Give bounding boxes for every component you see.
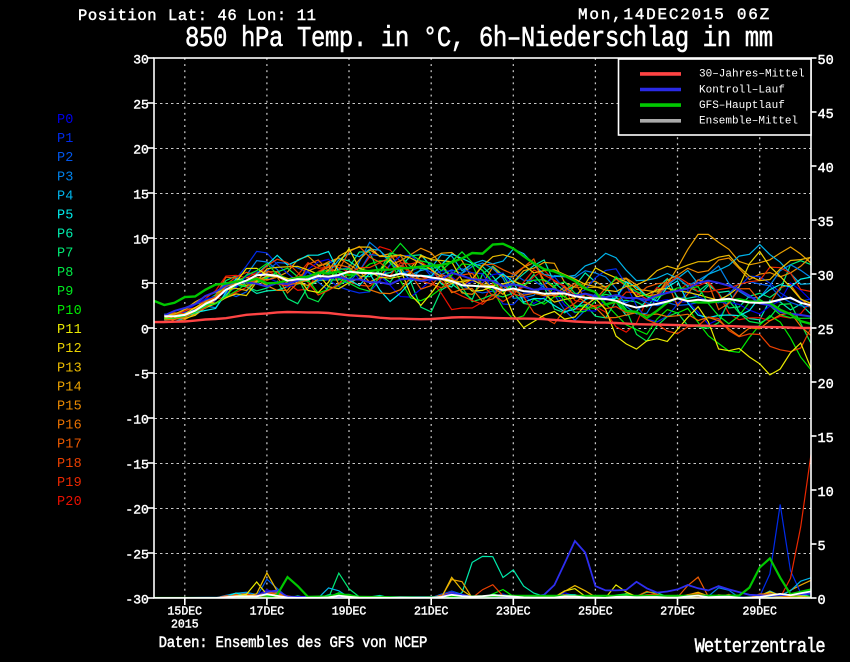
svg-text:15DEC: 15DEC (168, 606, 203, 619)
svg-text:Kontroll–Lauf: Kontroll–Lauf (699, 84, 785, 96)
svg-text:P0: P0 (57, 113, 74, 128)
svg-text:P11: P11 (57, 323, 82, 338)
svg-text:29DEC: 29DEC (742, 606, 777, 619)
svg-text:P4: P4 (57, 189, 74, 204)
svg-text:2015: 2015 (171, 619, 199, 632)
svg-text:P9: P9 (57, 285, 74, 300)
svg-text:P19: P19 (57, 476, 82, 491)
svg-text:Position: Position (78, 7, 157, 25)
svg-text:P8: P8 (57, 266, 74, 281)
svg-text:30–Jahres–Mittel: 30–Jahres–Mittel (699, 69, 805, 81)
svg-text:-20: -20 (125, 503, 148, 518)
svg-text:19DEC: 19DEC (332, 606, 367, 619)
svg-text:P2: P2 (57, 151, 74, 166)
svg-text:Mon,14DEC2015 06Z: Mon,14DEC2015 06Z (578, 6, 771, 24)
svg-text:P18: P18 (57, 457, 82, 472)
svg-text:25DEC: 25DEC (578, 606, 613, 619)
svg-text:-10: -10 (125, 413, 148, 428)
svg-text:P16: P16 (57, 419, 82, 434)
svg-text:Ensemble–Mittel: Ensemble–Mittel (699, 116, 798, 128)
svg-text:P3: P3 (57, 170, 74, 185)
svg-text:P14: P14 (57, 380, 82, 395)
svg-text:GFS–Hauptlauf: GFS–Hauptlauf (699, 100, 785, 112)
svg-text:-25: -25 (125, 548, 148, 563)
svg-text:20: 20 (818, 378, 834, 393)
svg-text:P20: P20 (57, 495, 82, 510)
svg-text:P15: P15 (57, 400, 82, 415)
svg-text:850 hPa Temp. in °C, 6h–Nieder: 850 hPa Temp. in °C, 6h–Niederschlag in … (185, 22, 773, 54)
svg-text:0: 0 (141, 323, 149, 338)
svg-text:P1: P1 (57, 132, 74, 147)
svg-text:Daten: Ensembles des GFS von N: Daten: Ensembles des GFS von NCEP (159, 633, 428, 652)
svg-text:P6: P6 (57, 228, 74, 243)
svg-text:10: 10 (133, 233, 149, 248)
svg-text:P17: P17 (57, 438, 82, 453)
svg-text:P7: P7 (57, 247, 74, 262)
svg-text:Lat: 46 Lon: 11: Lat: 46 Lon: 11 (168, 7, 317, 25)
svg-text:10: 10 (818, 486, 834, 501)
svg-text:5: 5 (141, 278, 149, 293)
svg-text:-5: -5 (133, 368, 149, 383)
svg-text:-15: -15 (125, 458, 148, 473)
svg-text:P12: P12 (57, 342, 82, 357)
svg-text:P10: P10 (57, 304, 82, 319)
svg-text:P5: P5 (57, 209, 74, 224)
svg-text:50: 50 (818, 54, 834, 69)
svg-text:23DEC: 23DEC (496, 606, 531, 619)
svg-text:21DEC: 21DEC (414, 606, 449, 619)
svg-text:27DEC: 27DEC (660, 606, 695, 619)
svg-text:40: 40 (818, 162, 834, 177)
svg-text:15: 15 (133, 188, 149, 203)
svg-text:25: 25 (133, 98, 149, 113)
svg-text:5: 5 (818, 540, 826, 555)
svg-text:P13: P13 (57, 361, 82, 376)
svg-text:45: 45 (818, 108, 834, 123)
svg-text:17DEC: 17DEC (250, 606, 285, 619)
svg-text:0: 0 (818, 594, 826, 609)
svg-text:-30: -30 (125, 593, 148, 608)
svg-text:30: 30 (818, 270, 834, 285)
svg-text:20: 20 (133, 143, 149, 158)
svg-text:30: 30 (133, 53, 149, 68)
svg-text:25: 25 (818, 324, 834, 339)
svg-text:35: 35 (818, 216, 834, 231)
svg-text:15: 15 (818, 432, 834, 447)
svg-text:Wetterzentrale: Wetterzentrale (695, 634, 826, 657)
